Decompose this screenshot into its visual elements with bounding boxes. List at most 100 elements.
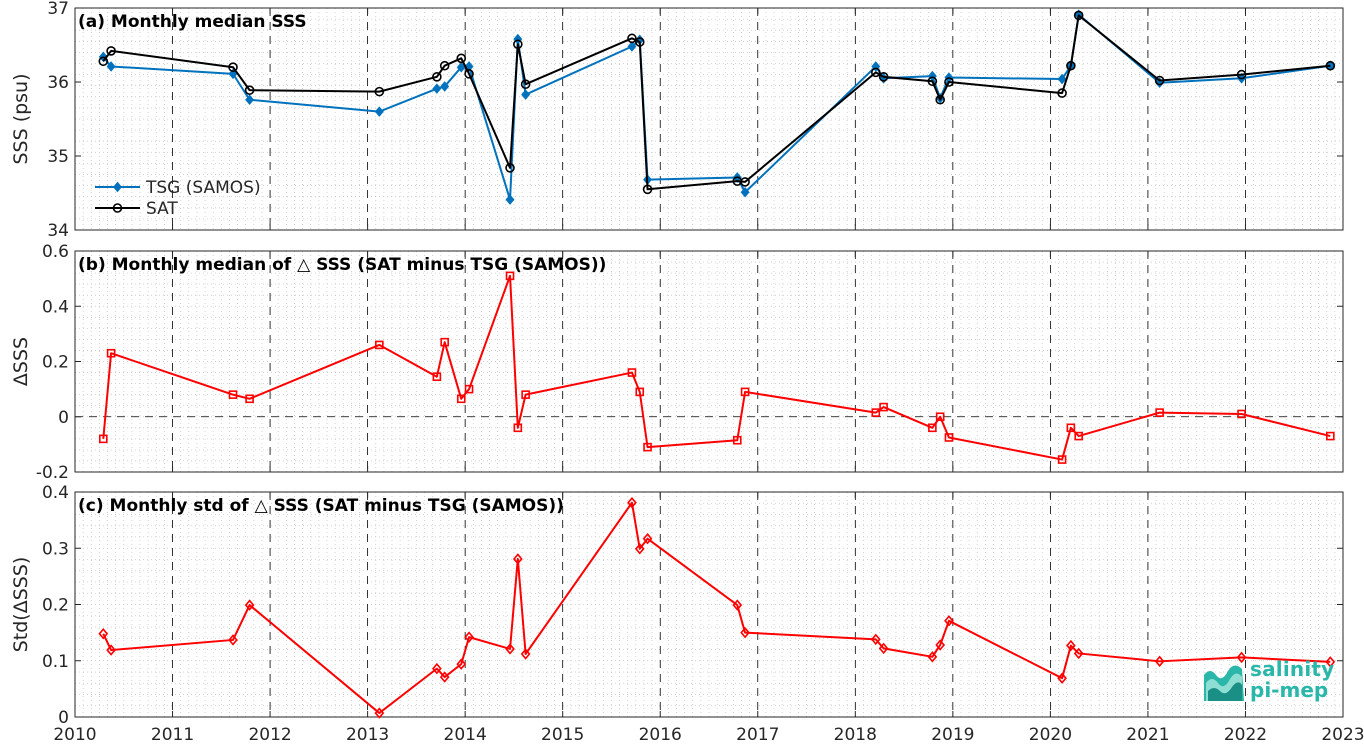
year-gridlines (172, 251, 1246, 472)
data-point (374, 707, 385, 719)
data-point (740, 626, 750, 639)
data-point (375, 340, 384, 350)
data-point (627, 496, 637, 509)
data-point (740, 186, 750, 198)
data-point (505, 271, 515, 281)
data-point (244, 599, 255, 611)
data-point (521, 89, 531, 100)
x-tick-label: 2022 (1224, 725, 1267, 745)
data-point (879, 402, 888, 412)
data-point (870, 633, 881, 646)
minor-grid (75, 8, 1343, 230)
data-point (432, 83, 442, 94)
y-axis-label: SSS (psu) (10, 73, 32, 164)
data-point (505, 163, 515, 173)
data-point (627, 368, 637, 377)
data-point (513, 39, 523, 50)
data-point (1326, 431, 1335, 441)
axes-box (74, 7, 1344, 231)
data-point (228, 390, 238, 399)
data-point (245, 394, 254, 404)
data-point (1066, 639, 1076, 652)
data-point (627, 41, 637, 52)
year-gridlines (172, 492, 1246, 717)
data-point (935, 639, 946, 651)
wave-logo-icon (1204, 665, 1244, 701)
data-point (928, 423, 937, 433)
data-point (740, 387, 750, 397)
y-tick-label: 0.1 (42, 652, 69, 672)
data-point (464, 631, 474, 643)
data-point (944, 77, 954, 87)
data-point (634, 37, 645, 47)
data-point (106, 61, 116, 72)
x-tick-label: 2023 (1321, 725, 1364, 745)
data-point (927, 76, 938, 87)
data-point (642, 532, 653, 545)
y-tick-label: 37 (47, 0, 69, 19)
data-point (927, 651, 938, 663)
legend-entry: TSG (SAMOS) (145, 178, 261, 198)
series-delta-sss (98, 271, 1335, 464)
salinity-pi-mep-logo: salinity pi-mep (1200, 655, 1360, 705)
data-point (98, 628, 109, 640)
series-line (102, 14, 1331, 191)
data-point (374, 106, 384, 117)
data-point (878, 642, 889, 655)
y-tick-label: 0.4 (42, 483, 69, 503)
data-point (1066, 423, 1076, 433)
legend-marker (113, 181, 122, 193)
data-point (1057, 73, 1067, 85)
data-point (520, 648, 531, 660)
data-point (456, 53, 467, 64)
data-point (464, 61, 474, 72)
data-point (228, 62, 238, 72)
data-point (1154, 655, 1165, 668)
data-point (935, 412, 945, 422)
legend-marker (112, 203, 123, 213)
x-tick-label: 2018 (834, 725, 877, 745)
data-point (98, 434, 108, 444)
y-tick-label: 0 (58, 708, 69, 728)
x-tick-label: 2010 (53, 725, 96, 745)
series-sat (98, 10, 1336, 195)
data-point (456, 394, 466, 404)
data-point (627, 33, 637, 44)
x-tick-label: 2012 (248, 725, 291, 745)
year-gridlines (172, 8, 1246, 230)
data-point (878, 72, 889, 82)
data-point (456, 61, 466, 73)
data-point (512, 553, 523, 565)
data-point (456, 658, 467, 670)
data-point (944, 433, 954, 442)
data-point (106, 46, 116, 56)
data-point (228, 634, 238, 646)
panel-title: (b) Monthly median of △ SSS (SAT minus T… (78, 255, 606, 275)
y-tick-label: 0.6 (42, 242, 69, 262)
legend: TSG (SAMOS)SAT (95, 178, 261, 219)
data-point (513, 423, 523, 433)
data-point (1073, 10, 1084, 21)
data-point (1074, 431, 1083, 441)
data-point (374, 86, 385, 97)
data-point (521, 390, 530, 399)
data-point (732, 435, 742, 445)
data-point (740, 177, 750, 187)
data-point (1057, 455, 1067, 464)
series-delta-sss (98, 496, 1336, 719)
data-point (520, 79, 531, 90)
x-tick-label: 2015 (541, 725, 584, 745)
data-point (1325, 60, 1336, 71)
data-point (440, 337, 449, 347)
data-point (432, 372, 442, 381)
x-tick-label: 2020 (1029, 725, 1072, 745)
x-tick-label: 2013 (346, 725, 389, 745)
series-line (102, 274, 1331, 461)
data-point (464, 384, 474, 394)
data-point (1237, 409, 1246, 419)
data-point (1236, 69, 1247, 80)
data-point (245, 94, 255, 106)
data-point (439, 60, 450, 71)
minor-grid (75, 492, 1343, 717)
